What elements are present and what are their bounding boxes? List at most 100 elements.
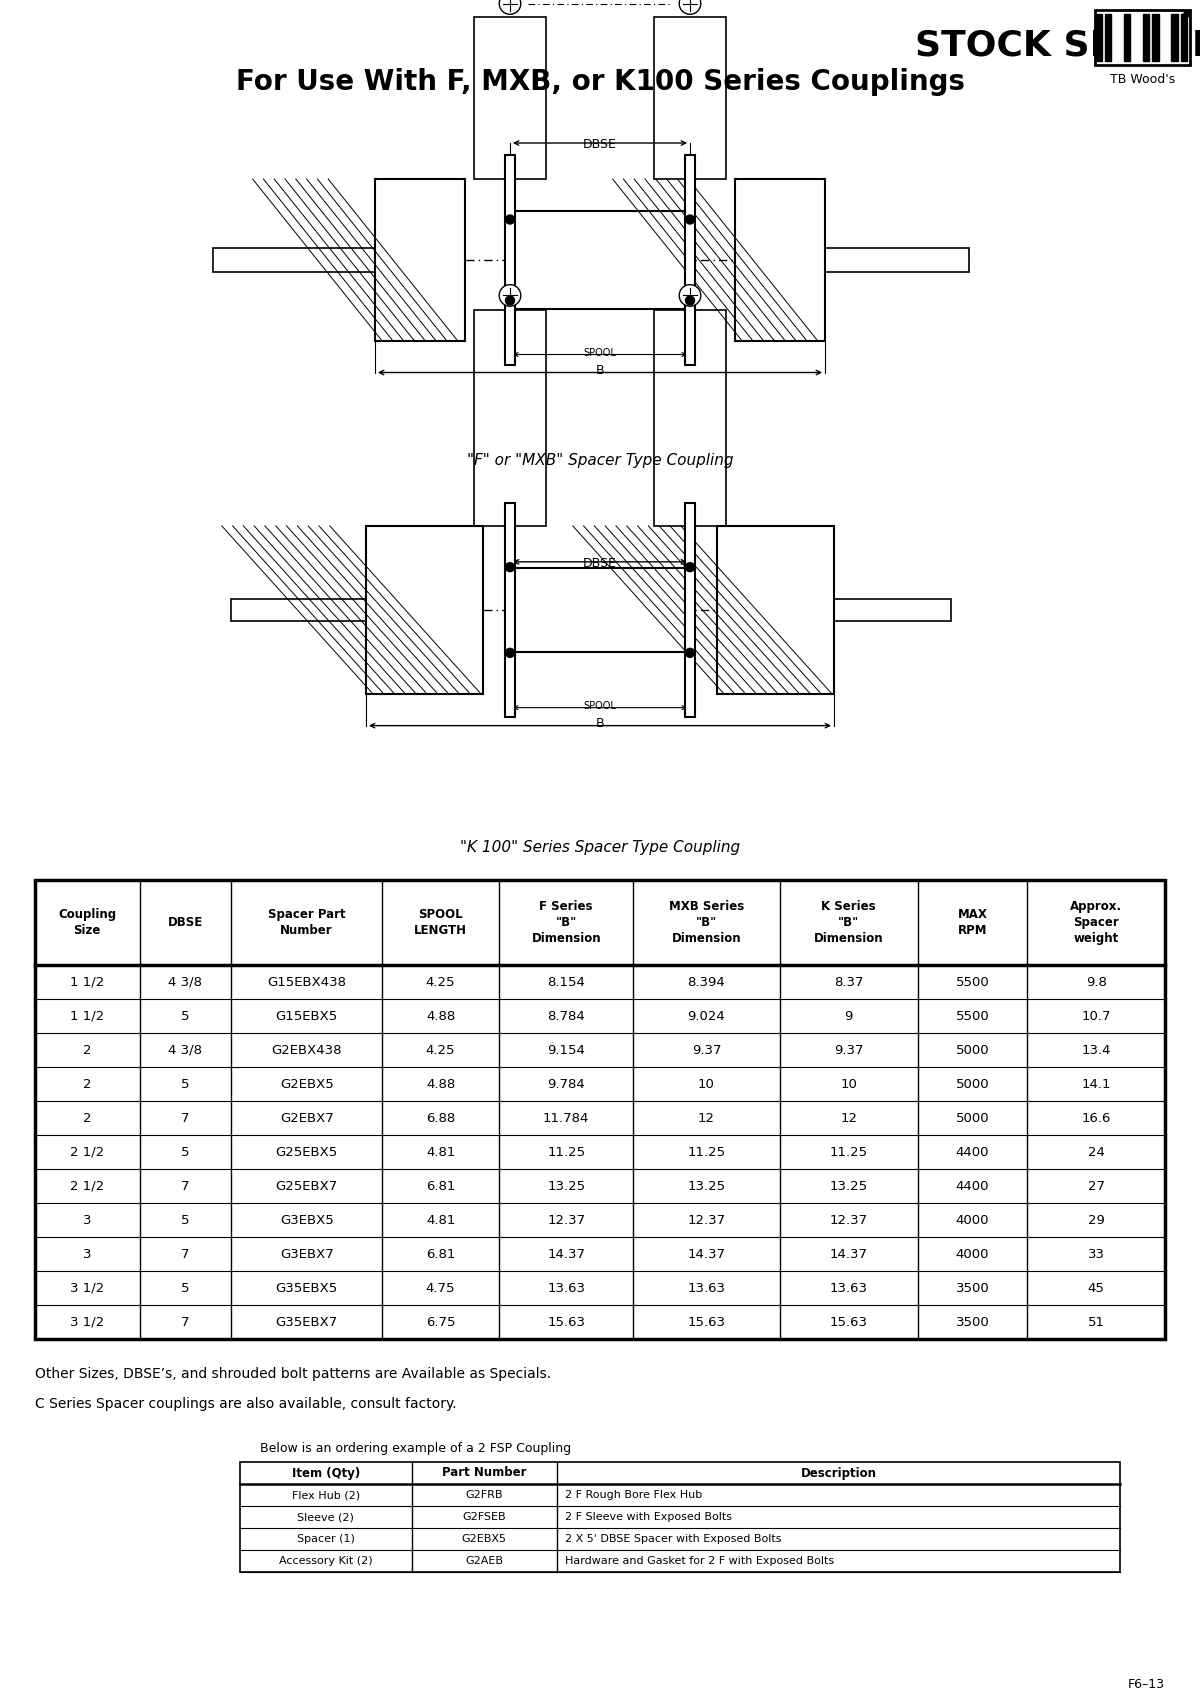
Text: 3500: 3500 <box>955 1315 989 1329</box>
Text: 1 1/2: 1 1/2 <box>70 1010 104 1023</box>
Text: 45: 45 <box>1087 1281 1104 1295</box>
Text: 14.37: 14.37 <box>829 1247 868 1261</box>
Text: 9.37: 9.37 <box>834 1044 864 1057</box>
Text: 5500: 5500 <box>955 976 989 988</box>
Bar <box>1123 14 1130 61</box>
Text: 9.154: 9.154 <box>547 1044 586 1057</box>
Text: 13.25: 13.25 <box>547 1179 586 1193</box>
Text: 12.37: 12.37 <box>547 1213 586 1227</box>
Text: 3: 3 <box>83 1213 91 1227</box>
Text: Flex Hub (2): Flex Hub (2) <box>292 1490 360 1500</box>
Text: SPOOL: SPOOL <box>583 701 617 711</box>
Text: 8.394: 8.394 <box>688 976 725 988</box>
Circle shape <box>499 285 521 305</box>
Bar <box>474 311 546 526</box>
Bar <box>718 526 834 694</box>
Text: G2EBX7: G2EBX7 <box>280 1112 334 1125</box>
Bar <box>1114 14 1121 61</box>
Bar <box>510 212 690 309</box>
Bar <box>505 502 516 718</box>
Text: G15EBX438: G15EBX438 <box>268 976 346 988</box>
Text: 16.6: 16.6 <box>1081 1112 1111 1125</box>
Bar <box>214 248 394 272</box>
Text: 4000: 4000 <box>955 1247 989 1261</box>
Text: G2FRB: G2FRB <box>466 1490 503 1500</box>
Text: 4000: 4000 <box>955 1213 989 1227</box>
Bar <box>1096 10 1190 64</box>
Text: F6–13: F6–13 <box>1128 1678 1165 1690</box>
Text: 8.784: 8.784 <box>547 1010 586 1023</box>
Circle shape <box>505 648 515 657</box>
Text: 3 1/2: 3 1/2 <box>70 1281 104 1295</box>
Text: 13.25: 13.25 <box>688 1179 726 1193</box>
Text: G25EBX5: G25EBX5 <box>276 1145 337 1159</box>
Bar <box>1133 14 1140 61</box>
Text: 11.25: 11.25 <box>688 1145 726 1159</box>
Text: 2 1/2: 2 1/2 <box>70 1145 104 1159</box>
Bar <box>1142 14 1150 61</box>
Text: 6.81: 6.81 <box>426 1247 455 1261</box>
Text: 4 3/8: 4 3/8 <box>168 1044 203 1057</box>
Text: 12: 12 <box>698 1112 715 1125</box>
Text: 15.63: 15.63 <box>829 1315 868 1329</box>
Text: 14.37: 14.37 <box>547 1247 586 1261</box>
Text: 5: 5 <box>181 1213 190 1227</box>
Text: 4.88: 4.88 <box>426 1078 455 1091</box>
Text: B: B <box>595 363 605 377</box>
Text: Description: Description <box>800 1466 876 1480</box>
Circle shape <box>685 563 695 572</box>
Text: 12.37: 12.37 <box>829 1213 868 1227</box>
Bar <box>35 881 1165 1339</box>
Text: 13.25: 13.25 <box>829 1179 868 1193</box>
Bar <box>1096 14 1102 61</box>
Text: 5: 5 <box>181 1281 190 1295</box>
Text: 2 F Sleeve with Exposed Bolts: 2 F Sleeve with Exposed Bolts <box>565 1512 732 1522</box>
Text: 7: 7 <box>181 1112 190 1125</box>
Text: 7: 7 <box>181 1247 190 1261</box>
Text: G2FSEB: G2FSEB <box>462 1512 506 1522</box>
Text: G15EBX5: G15EBX5 <box>276 1010 337 1023</box>
Text: 13.4: 13.4 <box>1081 1044 1111 1057</box>
Text: 5: 5 <box>181 1078 190 1091</box>
Bar <box>374 178 466 341</box>
Text: 2: 2 <box>83 1112 91 1125</box>
Text: 5000: 5000 <box>955 1078 989 1091</box>
Text: 11.784: 11.784 <box>544 1112 589 1125</box>
Text: 2 X 5' DBSE Spacer with Exposed Bolts: 2 X 5' DBSE Spacer with Exposed Bolts <box>565 1534 781 1544</box>
Text: 5000: 5000 <box>955 1044 989 1057</box>
Text: DBSE: DBSE <box>168 916 203 928</box>
Text: 13.63: 13.63 <box>829 1281 868 1295</box>
Text: DBSE: DBSE <box>583 557 617 570</box>
Text: 12.37: 12.37 <box>688 1213 726 1227</box>
Bar <box>230 599 384 621</box>
Text: 14.37: 14.37 <box>688 1247 726 1261</box>
Text: 2: 2 <box>83 1078 91 1091</box>
Text: 9.8: 9.8 <box>1086 976 1106 988</box>
Bar <box>1104 14 1111 61</box>
Text: 4 3/8: 4 3/8 <box>168 976 203 988</box>
Text: 10: 10 <box>840 1078 857 1091</box>
Text: 4.25: 4.25 <box>426 976 455 988</box>
Text: 3500: 3500 <box>955 1281 989 1295</box>
Circle shape <box>679 0 701 14</box>
Text: 8.154: 8.154 <box>547 976 586 988</box>
Text: 3 1/2: 3 1/2 <box>70 1315 104 1329</box>
Circle shape <box>685 295 695 305</box>
Text: Spacer (1): Spacer (1) <box>296 1534 355 1544</box>
Bar <box>654 17 726 178</box>
Circle shape <box>505 295 515 305</box>
Text: TB Wood's: TB Wood's <box>1110 73 1175 87</box>
Bar <box>808 248 970 272</box>
Text: 9.784: 9.784 <box>547 1078 586 1091</box>
Text: 4400: 4400 <box>955 1179 989 1193</box>
Text: 33: 33 <box>1087 1247 1105 1261</box>
Bar <box>510 568 690 652</box>
Bar <box>505 154 516 365</box>
Bar <box>684 154 696 365</box>
Circle shape <box>505 563 515 572</box>
Text: 9.37: 9.37 <box>691 1044 721 1057</box>
Text: 6.88: 6.88 <box>426 1112 455 1125</box>
Text: 9: 9 <box>845 1010 853 1023</box>
Text: 4.75: 4.75 <box>426 1281 455 1295</box>
Text: 4.81: 4.81 <box>426 1145 455 1159</box>
